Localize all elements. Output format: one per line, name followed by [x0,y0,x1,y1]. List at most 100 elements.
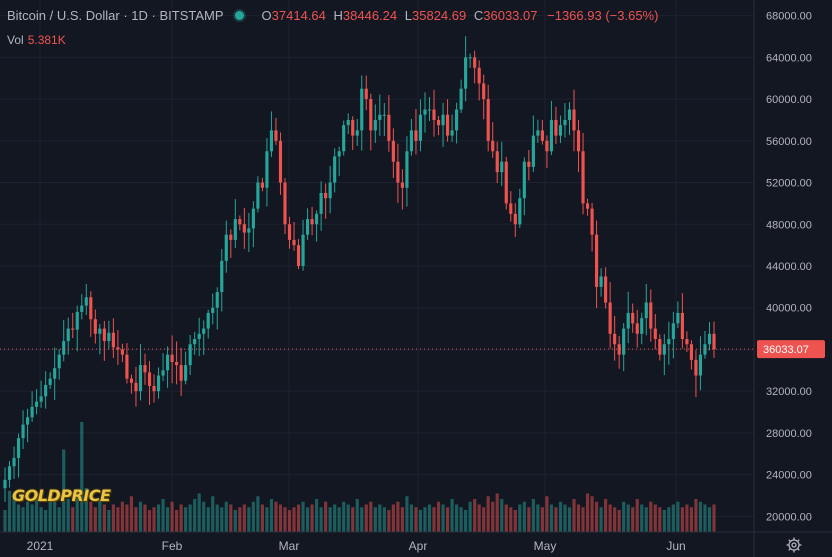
volume-bar [129,496,134,532]
candle-body [269,130,274,152]
volume-bar [649,501,653,532]
volume-bar [21,507,25,532]
candle-body [631,312,635,324]
volume-bar [545,496,549,532]
candle-body [242,224,246,233]
candle-body [48,378,52,385]
candle-body [360,88,364,131]
y-tick-label: 52000.00 [766,178,812,190]
volume-bar [156,504,161,532]
volume-bar [567,507,572,532]
candle-body [292,239,296,246]
volume-bar [337,507,341,532]
gear-icon[interactable] [786,537,802,553]
candle-body [536,130,540,136]
candle-body [3,479,7,489]
volume-bar [3,510,7,532]
volume-bar [644,507,648,532]
volume-bar [585,493,590,532]
y-tick-label: 28000.00 [766,428,812,440]
volume-bar [617,510,621,532]
volume-bar [66,499,70,532]
candle-body [283,182,287,225]
volume-bar [251,501,255,532]
candle-body [319,192,323,214]
volume-bar [125,504,129,532]
volume-bar [315,499,319,532]
volume-bar [685,504,689,532]
volume-bar [102,504,106,532]
candle-body [351,119,355,136]
volume-bar [662,510,666,532]
volume-bar [53,501,57,532]
volume-bar [35,493,39,532]
candle-body [265,151,269,188]
symbol-name[interactable]: Bitcoin / U.S. Dollar [7,8,120,23]
candle-body [622,328,626,355]
candle-body [35,401,39,407]
candle-body [229,234,233,240]
candle-body [391,140,395,162]
volume-bar [287,510,292,532]
candle-body [89,297,93,320]
candle-body [423,109,427,115]
volume-bar [712,504,716,532]
candle-body [405,151,409,188]
volume-bar [80,422,84,532]
candle-body [364,88,368,100]
volume-bar [694,499,698,532]
volume-bar [143,504,147,532]
candle-body [400,182,404,188]
volume-bar [635,499,639,532]
y-tick-label: 40000.00 [766,303,812,315]
candle-body [427,109,432,111]
candle-body [296,245,301,266]
volume-bar [296,504,301,532]
candle-body [260,182,264,188]
volume-bar [540,507,544,532]
candle-body [62,341,66,355]
candle-body [509,203,513,214]
volume-bar [445,507,450,532]
candle-body [179,365,183,381]
volume-bar [622,501,626,532]
candle-body [7,466,12,480]
volume-bar [342,501,346,532]
candle-body [409,130,414,152]
volume-bar [576,504,581,532]
candle-body [549,119,554,152]
candle-body [576,130,581,152]
candle-body [689,344,694,360]
candle-body [256,182,260,209]
volume-bar [265,507,269,532]
volume-bar [84,488,88,532]
volume-bar [215,504,219,532]
candle-body [649,302,653,329]
candle-body [202,328,206,334]
volume-bar [211,496,215,532]
candle-body [378,114,382,120]
candle-body [342,125,346,152]
candle-body [477,67,481,84]
interval[interactable]: 1D [131,8,148,23]
volume-bar [25,501,30,532]
volume-bar [351,507,355,532]
candle-body [694,359,698,376]
candle-body [585,203,590,209]
volume-bar [482,507,486,532]
open-value: 37414.64 [271,8,326,23]
candle-body [554,119,558,136]
volume-bar [12,499,16,532]
candle-body [120,349,124,355]
volume-bar [703,504,707,532]
y-tick-label: 60000.00 [766,94,812,106]
volume-bar [319,507,323,532]
volume-bar [473,499,477,532]
candle-body [129,378,134,383]
candle-body [418,114,423,141]
candle-body [324,192,328,199]
candle-body [170,354,174,362]
candle-body [21,424,25,439]
volume-bar [260,504,264,532]
